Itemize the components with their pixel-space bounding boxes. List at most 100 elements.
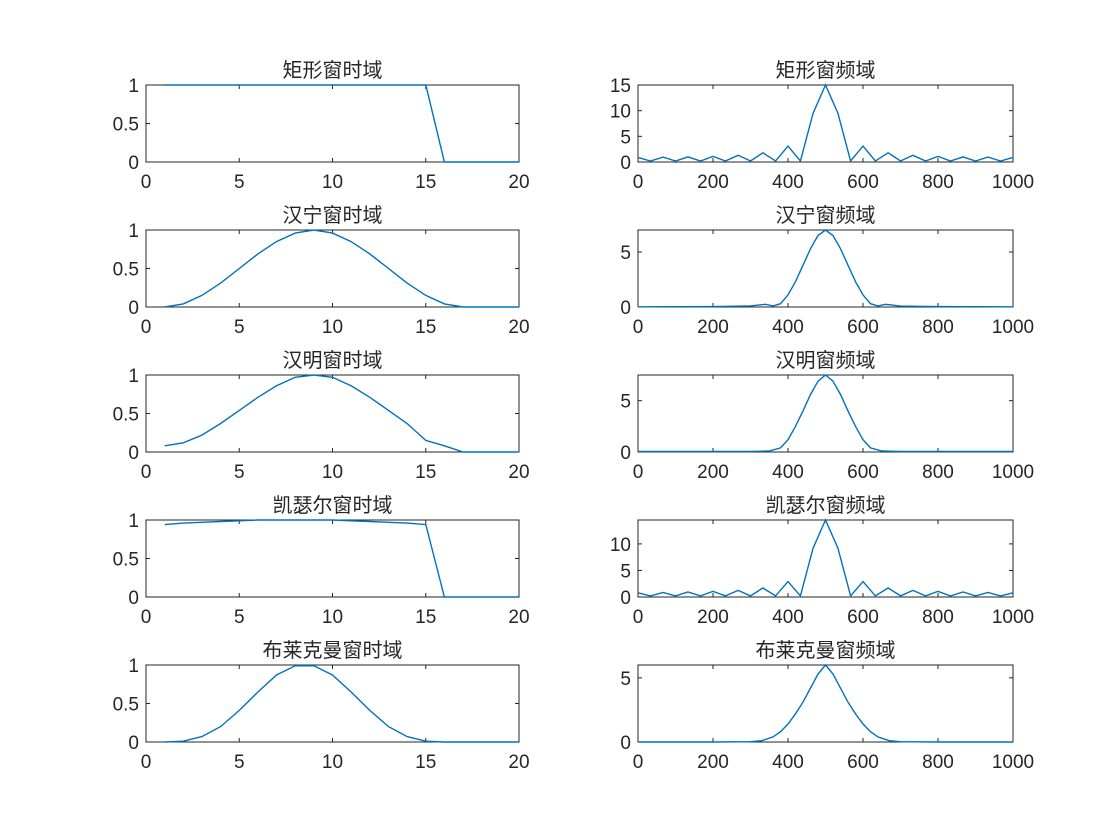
series-line <box>164 374 519 453</box>
x-tick-label: 200 <box>697 752 729 773</box>
y-tick-label: 0 <box>620 588 631 609</box>
x-tick-label: 5 <box>234 317 245 338</box>
x-tick-label: 1000 <box>992 462 1034 483</box>
subplot-title: 布莱克曼窗时域 <box>263 638 403 662</box>
subplot-3: 汉宁窗时域 0 5 10 15 20 0 0.5 1 <box>113 203 530 338</box>
x-tick-label: 0 <box>633 607 644 628</box>
y-tick-label: 10 <box>610 102 631 123</box>
x-tick-label: 600 <box>847 752 879 773</box>
y-tick-label: 5 <box>620 669 631 690</box>
y-tick-label: 0 <box>128 733 139 754</box>
y-tick-label: 0 <box>620 298 631 319</box>
subplot-7: 凯瑟尔窗时域 0 5 10 15 20 0 0.5 1 <box>113 493 530 628</box>
series-line <box>638 374 1013 453</box>
x-tick-label: 10 <box>322 607 343 628</box>
subplot-title: 汉宁窗时域 <box>283 203 383 227</box>
x-tick-label: 15 <box>415 462 436 483</box>
x-tick-label: 10 <box>322 317 343 338</box>
y-tick-label: 0 <box>620 443 631 464</box>
x-tick-label: 5 <box>234 462 245 483</box>
x-tick-label: 800 <box>922 752 954 773</box>
x-tick-label: 10 <box>322 752 343 773</box>
subplot-1: 矩形窗时域 0 5 10 15 20 0 0.5 1 <box>113 58 530 193</box>
y-tick-label: 1 <box>128 76 139 97</box>
x-tick-label: 200 <box>697 462 729 483</box>
axes-box <box>145 374 520 453</box>
subplot-8: 凯瑟尔窗频域 0 200 400 600 800 1000 0 5 10 <box>610 493 1034 628</box>
x-tick-label: 20 <box>508 607 529 628</box>
series-line <box>164 665 519 743</box>
y-tick-label: 0 <box>620 153 631 174</box>
x-tick-label: 800 <box>922 317 954 338</box>
x-tick-label: 400 <box>772 462 804 483</box>
y-tick-label: 5 <box>620 392 631 413</box>
axes-box <box>145 84 520 163</box>
x-tick-label: 600 <box>847 317 879 338</box>
subplot-4: 汉宁窗频域 0 200 400 600 800 1000 0 5 <box>620 203 1034 338</box>
x-tick-label: 5 <box>234 752 245 773</box>
series-line <box>164 519 519 598</box>
axes-box <box>145 664 520 743</box>
x-tick-label: 400 <box>772 317 804 338</box>
axes-box <box>145 519 520 598</box>
x-tick-label: 1000 <box>992 607 1034 628</box>
x-tick-label: 20 <box>508 172 529 193</box>
y-tick-label: 5 <box>620 561 631 582</box>
subplot-title: 汉明窗时域 <box>283 348 383 372</box>
series-line <box>164 229 519 308</box>
x-tick-label: 0 <box>633 172 644 193</box>
y-tick-label: 15 <box>610 76 631 97</box>
y-tick-label: 0 <box>128 443 139 464</box>
x-tick-label: 0 <box>141 752 152 773</box>
x-tick-label: 0 <box>633 462 644 483</box>
x-tick-label: 0 <box>141 317 152 338</box>
y-tick-label: 10 <box>610 535 631 556</box>
subplot-6: 汉明窗频域 0 200 400 600 800 1000 0 5 <box>620 348 1034 483</box>
x-tick-label: 10 <box>322 462 343 483</box>
x-tick-label: 1000 <box>992 752 1034 773</box>
x-tick-label: 400 <box>772 752 804 773</box>
x-tick-label: 5 <box>234 607 245 628</box>
subplot-title: 凯瑟尔窗频域 <box>766 493 886 517</box>
subplot-title: 汉宁窗频域 <box>776 203 876 227</box>
y-tick-label: 0 <box>128 153 139 174</box>
subplot-title: 矩形窗频域 <box>776 58 876 82</box>
y-tick-label: 0.5 <box>113 550 139 571</box>
subplot-2: 矩形窗频域 0 200 400 600 800 1000 0 5 10 15 <box>610 58 1034 193</box>
x-tick-label: 10 <box>322 172 343 193</box>
y-tick-label: 0.5 <box>113 260 139 281</box>
x-tick-label: 200 <box>697 172 729 193</box>
x-tick-label: 800 <box>922 172 954 193</box>
y-tick-label: 0.5 <box>113 695 139 716</box>
x-tick-label: 5 <box>234 172 245 193</box>
subplot-title: 汉明窗频域 <box>776 348 876 372</box>
x-tick-label: 200 <box>697 607 729 628</box>
series-line <box>638 663 1013 743</box>
y-tick-label: 0 <box>128 588 139 609</box>
x-tick-label: 400 <box>772 172 804 193</box>
x-tick-label: 1000 <box>992 317 1034 338</box>
x-tick-label: 0 <box>141 172 152 193</box>
x-tick-label: 400 <box>772 607 804 628</box>
axes-box <box>637 229 1014 308</box>
axes-box <box>637 664 1014 743</box>
y-tick-label: 1 <box>128 221 139 242</box>
x-tick-label: 20 <box>508 462 529 483</box>
x-tick-label: 1000 <box>992 172 1034 193</box>
subplot-10: 布莱克曼窗频域 0 200 400 600 800 1000 0 5 <box>620 638 1034 773</box>
x-tick-label: 600 <box>847 172 879 193</box>
y-tick-label: 0 <box>128 298 139 319</box>
x-tick-label: 800 <box>922 462 954 483</box>
y-tick-label: 0.5 <box>113 405 139 426</box>
x-tick-label: 20 <box>508 752 529 773</box>
y-tick-label: 1 <box>128 366 139 387</box>
axes-box <box>637 84 1014 163</box>
x-tick-label: 0 <box>141 462 152 483</box>
x-tick-label: 200 <box>697 317 729 338</box>
x-tick-label: 15 <box>415 752 436 773</box>
y-tick-label: 1 <box>128 511 139 532</box>
x-tick-label: 15 <box>415 607 436 628</box>
x-tick-label: 800 <box>922 607 954 628</box>
